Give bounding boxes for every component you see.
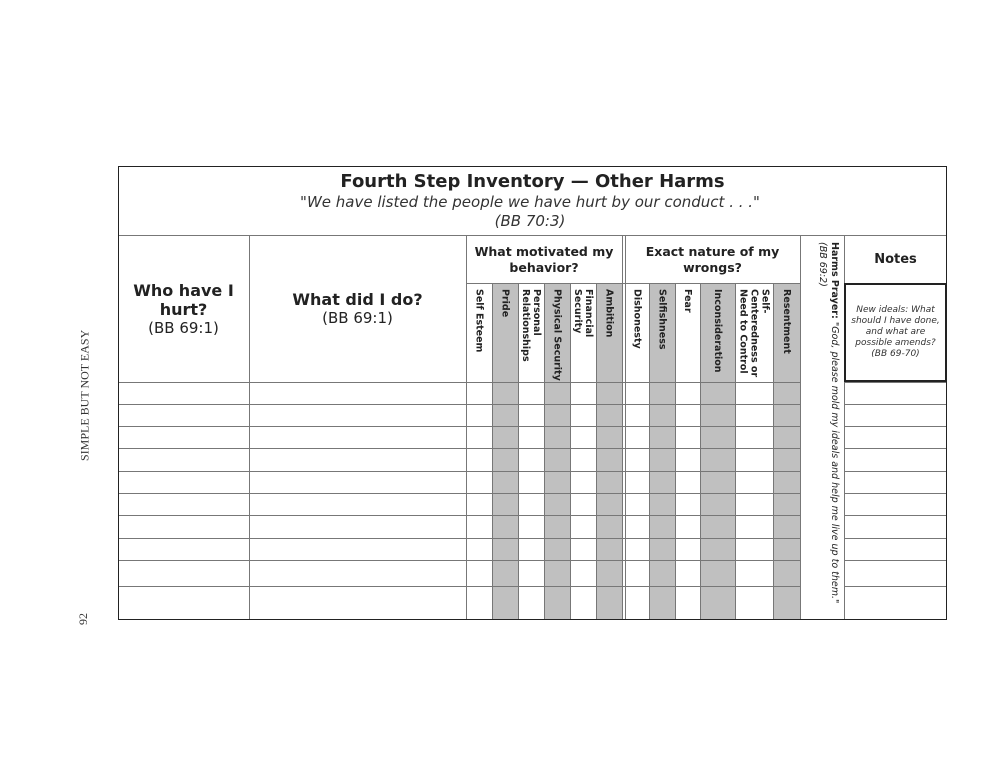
notes-header: Notes: [874, 251, 917, 267]
column-divider: [518, 283, 519, 619]
shaded-column: [492, 283, 518, 619]
row-divider: [844, 382, 947, 383]
column-divider: [800, 235, 801, 619]
wrong-header-inconsideration: Inconsideration: [712, 289, 723, 373]
shaded-column: [596, 283, 622, 619]
column-divider: [649, 283, 650, 619]
column-divider: [596, 283, 597, 619]
motivation-header-ambition: Ambition: [603, 289, 615, 338]
row-divider: [118, 515, 800, 516]
column-divider: [570, 283, 571, 619]
motivation-header-self-esteem: Self Esteem: [473, 289, 485, 353]
shaded-column: [700, 283, 735, 619]
row-divider: [118, 448, 800, 449]
motivation-header-physical-security: Physical Security: [551, 289, 563, 381]
page-number: 92: [76, 613, 90, 625]
column-divider: [249, 235, 250, 619]
row-divider: [118, 493, 800, 494]
column-divider: [544, 283, 545, 619]
row-divider: [844, 448, 947, 449]
who-label: Who have I hurt?: [133, 280, 234, 319]
what-column-header: What did I do? (BB 69:1): [249, 236, 466, 382]
column-divider: [700, 283, 701, 619]
shaded-column: [544, 283, 570, 619]
what-label: What did I do?: [292, 290, 423, 309]
header-quote: "We have listed the people we have hurt …: [250, 193, 810, 231]
column-divider: [466, 235, 467, 619]
quote-text: "We have listed the people we have hurt …: [300, 193, 760, 211]
row-divider: [118, 471, 800, 472]
motivation-header-pride: Pride: [499, 289, 511, 318]
notes-prompt-ref: (BB 69-70): [871, 349, 920, 359]
row-divider: [844, 586, 947, 587]
row-divider: [844, 493, 947, 494]
row-divider: [118, 538, 800, 539]
wrong-header-self-centeredness-or-need-to-control: Self-Centeredness or Need to Control: [737, 289, 771, 378]
row-divider: [118, 426, 800, 427]
row-divider: [118, 560, 800, 561]
what-ref: (BB 69:1): [322, 309, 393, 327]
inventory-table: [118, 166, 947, 620]
notes-prompt: New ideals: What should I have done, and…: [844, 283, 947, 382]
column-divider: [735, 283, 736, 619]
shaded-column: [649, 283, 675, 619]
row-divider: [844, 560, 947, 561]
row-divider: [844, 426, 947, 427]
prayer-text: "God, please mold my ideals and help me …: [829, 321, 840, 604]
motivation-header-financial-security: Financial Security: [572, 289, 594, 338]
wrong-header-selfishness: Selfishness: [656, 289, 668, 350]
quote-ref: (BB 70:3): [494, 212, 566, 230]
wrong-header-fear: Fear: [682, 289, 693, 313]
row-divider: [118, 382, 800, 383]
subheader-divider: [466, 283, 800, 284]
wrong-header-dishonesty: Dishonesty: [631, 289, 643, 349]
notes-prompt-text: New ideals: What should I have done, and…: [851, 305, 940, 348]
who-ref: (BB 69:1): [148, 318, 219, 337]
row-divider: [844, 471, 947, 472]
column-divider: [625, 235, 626, 619]
row-divider: [118, 404, 800, 405]
column-divider: [622, 235, 623, 619]
row-divider: [844, 515, 947, 516]
column-divider: [492, 283, 493, 619]
who-column-header: Who have I hurt? (BB 69:1): [118, 236, 249, 382]
column-divider: [773, 283, 774, 619]
wrongs-group-header: Exact nature of my wrongs?: [645, 243, 780, 275]
row-divider: [844, 404, 947, 405]
column-divider: [844, 235, 845, 619]
row-divider: [844, 538, 947, 539]
shaded-column: [773, 283, 800, 619]
header-divider: [118, 235, 947, 236]
prayer-ref: (BB 69:2): [817, 242, 828, 287]
running-title: SIMPLE BUT NOT EASY: [77, 329, 92, 461]
prayer-label: Harms Prayer:: [829, 242, 840, 319]
motivation-group-header: What motivated my behavior?: [474, 243, 614, 275]
motivation-header-personal-relationships: Personal Relationships: [520, 289, 542, 362]
column-divider: [675, 283, 676, 619]
wrong-header-resentment: Resentment: [781, 289, 792, 354]
row-divider: [118, 586, 800, 587]
harms-prayer: Harms Prayer: "God, please mold my ideal…: [800, 236, 844, 619]
page-title: Fourth Step Inventory — Other Harms: [340, 171, 725, 192]
